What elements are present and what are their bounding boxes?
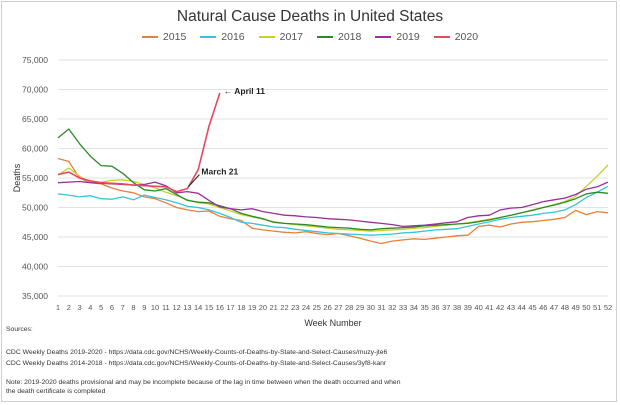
legend-label: 2020: [454, 31, 479, 43]
legend-item-2016: 2016: [200, 31, 245, 43]
legend-swatch: [317, 36, 333, 38]
x-tick-label: 4: [88, 303, 92, 312]
x-tick-label: 24: [302, 303, 310, 312]
x-tick-label: 26: [323, 303, 331, 312]
x-tick-label: 1: [56, 303, 60, 312]
x-tick-label: 39: [464, 303, 472, 312]
x-tick-label: 49: [571, 303, 579, 312]
x-tick-label: 32: [388, 303, 396, 312]
x-tick-label: 22: [280, 303, 288, 312]
y-tick-label: 65,000: [22, 114, 48, 124]
x-tick-label: 45: [528, 303, 536, 312]
x-tick-label: 25: [313, 303, 321, 312]
x-tick-label: 27: [334, 303, 342, 312]
series-line-2019: [57, 180, 609, 228]
x-tick-label: 35: [420, 303, 428, 312]
x-tick-label: 13: [183, 303, 191, 312]
x-tick-label: 5: [99, 303, 103, 312]
legend-swatch: [200, 36, 217, 38]
x-tick-label: 30: [367, 303, 375, 312]
legend-item-2015: 2015: [141, 31, 187, 43]
legend-label: 2015: [162, 31, 187, 43]
y-tick-label: 45,000: [22, 232, 48, 242]
x-tick-label: 2: [67, 303, 71, 312]
legend-label: 2016: [221, 31, 245, 43]
x-tick-label: 50: [582, 303, 590, 312]
x-tick-label: 6: [110, 303, 114, 312]
x-tick-label: 31: [377, 303, 385, 312]
legend-label: 2019: [396, 31, 420, 43]
x-tick-label: 43: [507, 303, 515, 312]
x-tick-label: 3: [77, 303, 81, 312]
x-tick-label: 9: [142, 303, 146, 312]
sources-label: Sources:: [6, 326, 33, 333]
series-line-2020: [57, 92, 221, 193]
x-tick-label: 37: [442, 303, 450, 312]
x-tick-label: 40: [474, 303, 482, 312]
legend-item-2017: 2017: [258, 31, 303, 43]
x-tick-label: 14: [194, 303, 202, 312]
x-tick-label: 46: [539, 303, 547, 312]
x-tick-label: 17: [226, 303, 234, 312]
legend-item-2020: 2020: [433, 31, 479, 43]
x-tick-label: 16: [216, 303, 224, 312]
x-tick-label: 21: [270, 303, 278, 312]
series-line-2018: [57, 128, 609, 231]
annotation-april-11: ← April 11: [224, 86, 266, 96]
x-tick-label: 29: [356, 303, 364, 312]
x-tick-label: 23: [291, 303, 299, 312]
x-tick-label: 15: [205, 303, 213, 312]
x-tick-label: 8: [131, 303, 135, 312]
x-tick-label: 28: [345, 303, 353, 312]
x-tick-label: 18: [237, 303, 245, 312]
y-tick-label: 50,000: [22, 203, 48, 213]
line-chart: 35,000 40,000 45,000 50,000 55,000 60,000 65,0…: [12, 55, 612, 328]
data-note: Note: 2019-2020 deaths provisional and m…: [6, 379, 401, 395]
legend-swatch: [141, 36, 158, 38]
x-tick-label: 12: [172, 303, 180, 312]
x-tick-label: 11: [162, 303, 170, 312]
x-tick-label: 44: [518, 303, 526, 312]
series-line-2016: [57, 185, 609, 236]
annotation-march-21: March 21: [201, 167, 238, 177]
source-link-2019-2020[interactable]: CDC Weekly Deaths 2019-2020 - https://da…: [6, 349, 388, 356]
legend-swatch: [433, 36, 450, 38]
x-tick-label: 33: [399, 303, 407, 312]
x-tick-label: 34: [410, 303, 418, 312]
x-tick-label: 47: [550, 303, 558, 312]
y-tick-label: 40,000: [22, 262, 48, 272]
legend-label: 2018: [338, 31, 362, 43]
x-tick-label: 52: [604, 303, 612, 312]
y-axis-title: Deaths: [12, 163, 22, 192]
x-tick-label: 38: [453, 303, 461, 312]
legend-item-2018: 2018: [317, 31, 361, 43]
y-tick-label: 60,000: [22, 144, 48, 154]
legend-swatch: [375, 36, 392, 38]
x-tick-label: 48: [561, 303, 569, 312]
x-tick-label: 42: [496, 303, 504, 312]
x-tick-label: 10: [151, 303, 159, 312]
x-axis-title: Week Number: [304, 318, 361, 328]
chart-legend: 2015 2016 2017 2018 2019 2020: [0, 31, 620, 43]
y-tick-label: 35,000: [22, 291, 48, 301]
series-line-2015: [57, 157, 609, 245]
y-tick-label: 75,000: [22, 55, 48, 65]
legend-swatch: [258, 36, 275, 38]
x-tick-label: 51: [593, 303, 601, 312]
x-tick-label: 36: [431, 303, 439, 312]
x-tick-label: 20: [259, 303, 267, 312]
legend-item-2019: 2019: [375, 31, 420, 43]
legend-label: 2017: [279, 31, 303, 43]
chart-title: Natural Cause Deaths in United States: [176, 8, 444, 25]
annotation-march-21-pointer: [188, 174, 200, 187]
y-tick-label: 55,000: [22, 173, 48, 183]
source-link-2014-2018[interactable]: CDC Weekly Deaths 2014-2018 - https://da…: [6, 360, 387, 367]
x-tick-label: 41: [485, 303, 493, 312]
series-line-2017: [57, 164, 609, 232]
x-tick-label: 7: [121, 303, 125, 312]
y-tick-label: 70,000: [22, 85, 48, 95]
x-tick-label: 19: [248, 303, 256, 312]
